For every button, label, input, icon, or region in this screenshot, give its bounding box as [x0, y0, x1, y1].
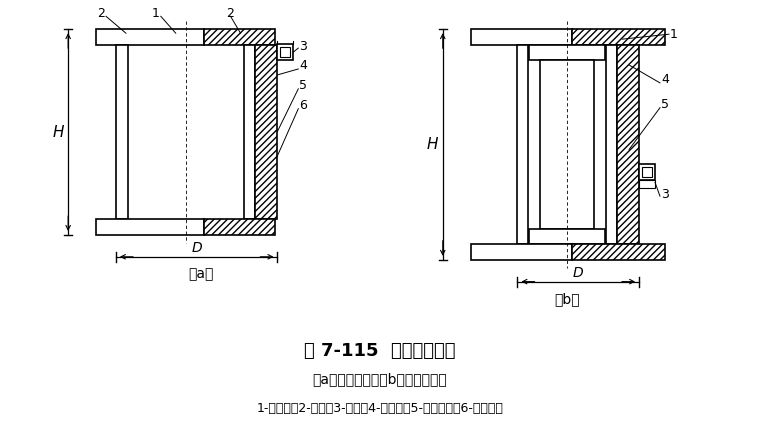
Text: D: D [573, 266, 584, 280]
Text: 2: 2 [226, 7, 235, 20]
Text: （a）: （a） [188, 268, 214, 282]
Text: 4: 4 [299, 60, 307, 73]
Text: 2: 2 [97, 7, 105, 20]
Bar [243, 45, 255, 219]
Text: （a）用于帽上；（b）用于垫木上: （a）用于帽上；（b）用于垫木上 [312, 372, 448, 386]
Text: H: H [52, 125, 64, 140]
Bar [642, 167, 652, 177]
Bar [518, 45, 528, 244]
Bar [116, 45, 128, 219]
Bar [530, 45, 605, 60]
Bar [96, 29, 204, 45]
Text: 1: 1 [670, 28, 678, 40]
Text: D: D [192, 241, 202, 255]
Text: 5: 5 [661, 98, 669, 111]
Bar [639, 164, 655, 180]
Text: 3: 3 [299, 40, 307, 53]
Bar [277, 44, 293, 60]
Bar [606, 45, 617, 244]
Bar [204, 29, 275, 45]
Bar [530, 229, 605, 244]
Bar [617, 45, 639, 244]
Bar [280, 47, 290, 57]
Bar [96, 219, 204, 235]
Text: 5: 5 [299, 79, 307, 93]
Text: 1: 1 [152, 7, 160, 20]
Text: 4: 4 [661, 73, 669, 86]
Bar [540, 60, 594, 229]
Text: （b）: （b） [555, 292, 580, 307]
Text: 图 7-115  锤击力传感器: 图 7-115 锤击力传感器 [304, 342, 456, 360]
Text: 6: 6 [299, 99, 307, 112]
Text: H: H [427, 137, 439, 152]
Bar [204, 219, 275, 235]
Bar [572, 244, 665, 260]
Bar [255, 45, 277, 219]
Text: 3: 3 [661, 188, 669, 201]
Bar [572, 29, 665, 45]
Bar [639, 180, 655, 188]
Bar [470, 244, 572, 260]
Bar [470, 29, 572, 45]
Text: 1-法兰盘；2-盖板；3-插座；4-电阻片；5-弹性元件；6-防水胶片: 1-法兰盘；2-盖板；3-插座；4-电阻片；5-弹性元件；6-防水胶片 [257, 402, 503, 415]
